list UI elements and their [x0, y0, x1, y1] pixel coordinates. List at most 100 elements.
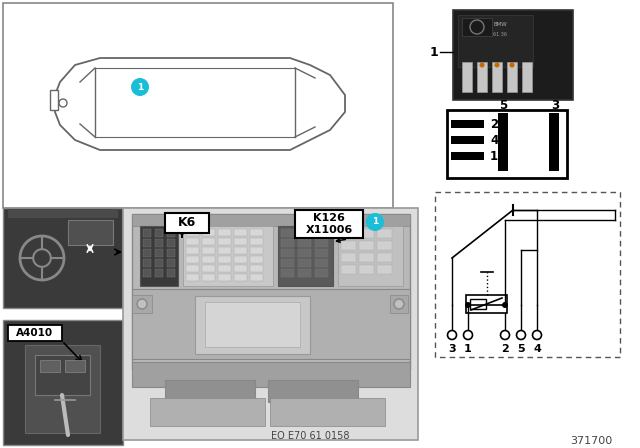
Bar: [462, 18, 492, 36]
Bar: [341, 253, 356, 262]
Bar: [451, 152, 484, 160]
Bar: [359, 265, 374, 274]
Bar: [359, 241, 374, 250]
Bar: [132, 295, 152, 313]
Bar: [315, 229, 328, 237]
Text: 1: 1: [137, 82, 143, 91]
Bar: [377, 229, 392, 238]
Bar: [150, 398, 265, 426]
Bar: [234, 256, 247, 263]
Bar: [25, 345, 100, 433]
Bar: [281, 239, 294, 247]
Bar: [218, 229, 231, 236]
Bar: [202, 229, 215, 236]
Text: BMW: BMW: [493, 22, 507, 27]
Bar: [341, 265, 356, 274]
Circle shape: [516, 331, 525, 340]
Bar: [298, 259, 311, 267]
Bar: [167, 229, 175, 237]
Circle shape: [447, 331, 456, 340]
Bar: [143, 269, 151, 277]
Bar: [268, 380, 358, 402]
Circle shape: [509, 63, 515, 68]
Circle shape: [500, 331, 509, 340]
Circle shape: [495, 63, 499, 68]
Bar: [143, 249, 151, 257]
Circle shape: [394, 299, 404, 309]
Bar: [218, 256, 231, 263]
Bar: [270, 398, 385, 426]
Bar: [123, 208, 418, 440]
Bar: [167, 269, 175, 277]
Bar: [451, 136, 484, 144]
Text: 3: 3: [551, 99, 559, 112]
Bar: [377, 265, 392, 274]
Bar: [218, 274, 231, 281]
Bar: [250, 229, 263, 236]
Text: 371700: 371700: [570, 436, 612, 446]
Bar: [3, 3, 393, 208]
Bar: [155, 239, 163, 247]
Bar: [234, 247, 247, 254]
Bar: [132, 214, 410, 226]
Bar: [132, 214, 410, 369]
Bar: [8, 210, 118, 218]
Bar: [140, 226, 178, 286]
Bar: [195, 296, 310, 354]
Bar: [278, 226, 333, 286]
Bar: [477, 62, 487, 92]
Text: 1: 1: [372, 217, 378, 227]
Text: 61 36: 61 36: [493, 33, 507, 38]
Bar: [186, 238, 199, 245]
Bar: [234, 265, 247, 272]
Bar: [132, 362, 410, 387]
Bar: [549, 113, 559, 171]
Bar: [315, 269, 328, 277]
Bar: [218, 238, 231, 245]
Bar: [250, 238, 263, 245]
Bar: [492, 62, 502, 92]
Bar: [202, 274, 215, 281]
Text: 5: 5: [499, 99, 507, 112]
Bar: [165, 213, 209, 233]
Bar: [205, 302, 300, 347]
Bar: [234, 274, 247, 281]
Circle shape: [59, 99, 67, 107]
Bar: [470, 299, 486, 309]
Text: EO E70 61 0158: EO E70 61 0158: [271, 431, 349, 441]
Text: 5: 5: [517, 344, 525, 354]
Bar: [65, 360, 85, 372]
Bar: [466, 295, 507, 313]
Text: 4: 4: [533, 344, 541, 354]
Bar: [377, 253, 392, 262]
Bar: [298, 249, 311, 257]
Bar: [298, 239, 311, 247]
Bar: [167, 239, 175, 247]
Bar: [390, 295, 408, 313]
Bar: [143, 239, 151, 247]
Bar: [298, 269, 311, 277]
Bar: [298, 229, 311, 237]
Circle shape: [366, 213, 384, 231]
Bar: [451, 120, 484, 128]
Bar: [250, 256, 263, 263]
Circle shape: [465, 302, 471, 308]
Bar: [498, 113, 508, 171]
Text: A4010: A4010: [17, 328, 54, 338]
Bar: [447, 110, 567, 178]
Bar: [315, 259, 328, 267]
Circle shape: [502, 302, 508, 308]
Circle shape: [131, 78, 149, 96]
Bar: [155, 259, 163, 267]
Bar: [234, 238, 247, 245]
Bar: [281, 229, 294, 237]
Bar: [281, 269, 294, 277]
Bar: [218, 265, 231, 272]
Bar: [338, 226, 403, 286]
Bar: [165, 380, 255, 402]
Bar: [458, 15, 533, 67]
Bar: [359, 229, 374, 238]
Bar: [462, 62, 472, 92]
Bar: [202, 247, 215, 254]
Bar: [377, 241, 392, 250]
